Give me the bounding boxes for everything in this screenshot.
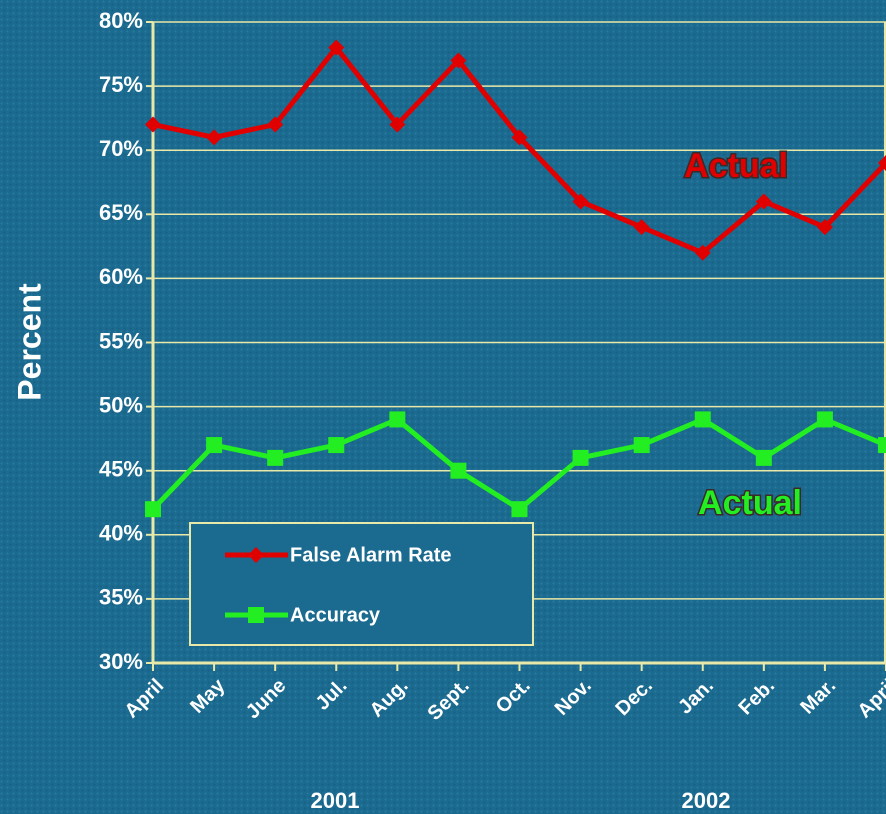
data-point: [755, 449, 772, 466]
data-point: [572, 193, 589, 210]
y-tick-label: 45%: [99, 457, 143, 482]
y-tick-label: 60%: [99, 264, 143, 289]
legend-label: Accuracy: [290, 604, 381, 626]
data-point: [328, 39, 345, 56]
year-label: 2002: [682, 788, 731, 813]
year-label: 2001: [311, 788, 360, 813]
data-point: [450, 52, 467, 69]
data-point: [572, 449, 589, 466]
data-point: [511, 501, 528, 518]
y-tick-label: 50%: [99, 392, 143, 417]
y-tick-label: 80%: [99, 8, 143, 33]
y-tick-label: 40%: [99, 521, 143, 546]
y-axis-label: Percent: [11, 283, 47, 401]
annotation: Actual: [698, 484, 802, 522]
data-point: [206, 129, 223, 146]
data-point: [633, 219, 650, 236]
data-point: [267, 449, 284, 466]
data-point: [694, 411, 711, 428]
legend: False Alarm Rate Accuracy: [189, 522, 534, 646]
annotation: Actual: [684, 147, 788, 185]
y-tick-label: 70%: [99, 136, 143, 161]
data-point: [878, 437, 886, 454]
data-point: [145, 501, 161, 518]
y-tick-label: 55%: [99, 328, 143, 353]
data-point: [389, 411, 406, 428]
data-point: [267, 116, 284, 133]
data-point: [816, 219, 833, 236]
y-tick-label: 30%: [99, 649, 143, 674]
data-point: [206, 437, 223, 454]
data-point: [328, 437, 345, 454]
data-point: [878, 155, 886, 172]
legend-box: [189, 522, 534, 646]
data-point: [816, 411, 833, 428]
legend-marker: [248, 547, 264, 563]
y-tick-label: 35%: [99, 585, 143, 610]
data-point: [633, 437, 650, 454]
y-tick-label: 75%: [99, 72, 143, 97]
data-point: [450, 462, 467, 479]
legend-label: False Alarm Rate: [290, 544, 452, 566]
legend-marker: [248, 607, 264, 623]
y-tick-label: 65%: [99, 200, 143, 225]
data-point: [145, 116, 161, 133]
data-point: [755, 193, 772, 210]
data-point: [694, 244, 711, 261]
data-point: [389, 116, 406, 133]
data-point: [511, 129, 528, 146]
